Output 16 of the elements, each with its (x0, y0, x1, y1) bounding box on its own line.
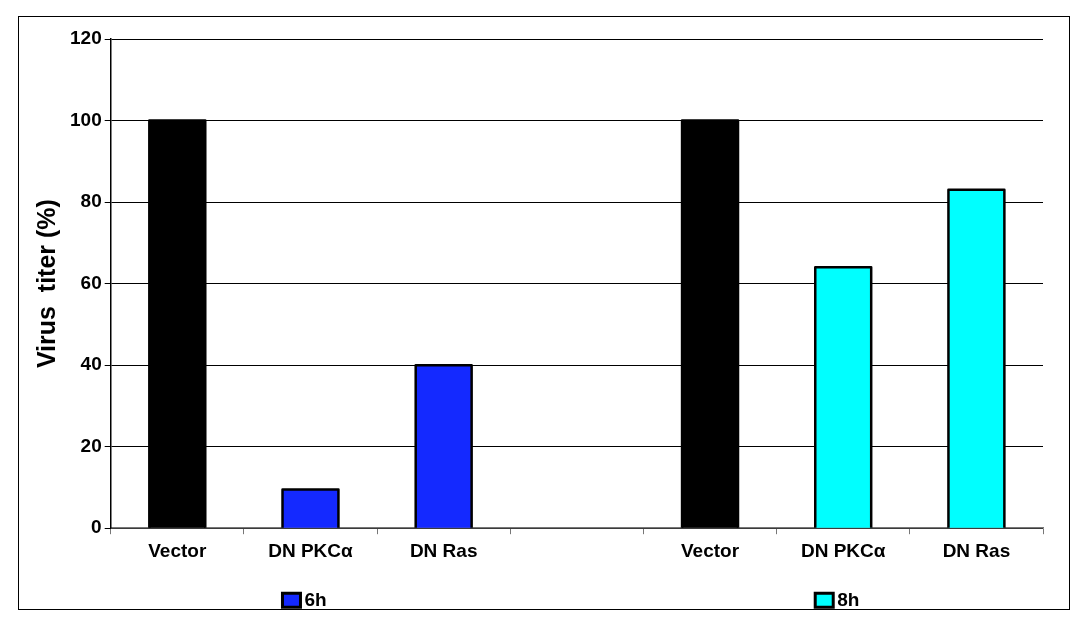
legend-label: 8h (837, 589, 860, 611)
y-tick-label: 20 (80, 434, 102, 456)
y-tick-label: 100 (70, 108, 102, 130)
x-tick-label: Vector (148, 539, 207, 561)
y-axis-title: Virus titer (%) (31, 199, 60, 369)
x-tick-label: DN PKCα (268, 539, 354, 561)
x-tick-label: Vector (680, 539, 740, 561)
y-tick-label: 0 (91, 516, 102, 538)
x-tick-label: DN Ras (942, 539, 1011, 561)
y-tick-label: 40 (80, 353, 102, 375)
y-tick-label: 80 (80, 190, 102, 212)
legend-label: 6h (304, 589, 327, 611)
x-tick-label: DN Ras (409, 539, 478, 561)
y-tick-label: 120 (70, 27, 102, 49)
x-tick-label: DN PKCα (800, 539, 886, 561)
y-tick-label: 60 (80, 271, 102, 293)
